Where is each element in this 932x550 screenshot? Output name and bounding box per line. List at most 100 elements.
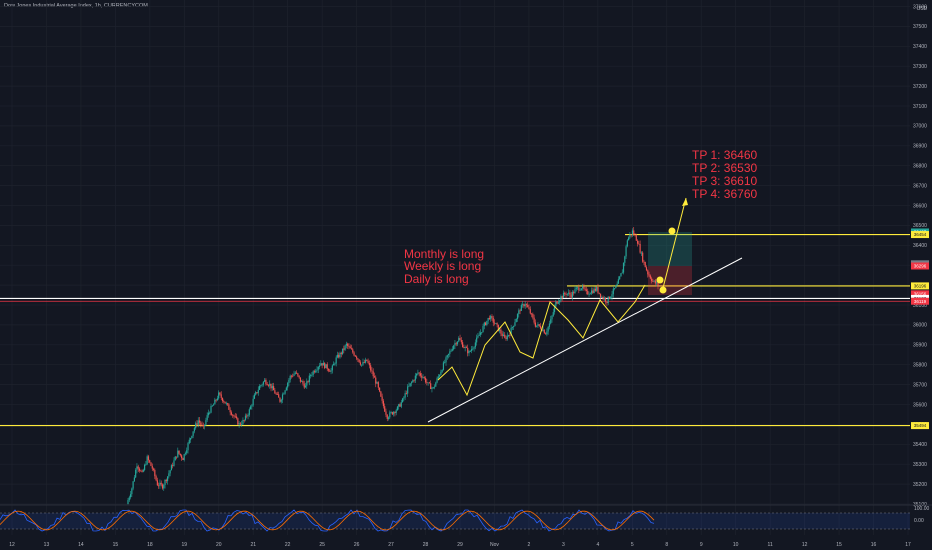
candle-body <box>491 316 493 318</box>
candle-body <box>565 294 567 295</box>
candle-body <box>599 293 602 298</box>
candle-body <box>482 326 484 332</box>
candle-body <box>368 363 370 366</box>
stoch-level-label: 0.00 <box>914 518 924 524</box>
candle-body <box>647 270 649 275</box>
x-tick-label: 22 <box>285 542 291 548</box>
candle-body <box>621 272 623 274</box>
candle-body <box>274 390 276 394</box>
x-tick-label: 19 <box>182 542 188 548</box>
candle-body <box>341 348 344 355</box>
candle-body <box>403 397 405 399</box>
candle-body <box>307 381 309 383</box>
y-tick-label: 35200 <box>913 482 927 488</box>
candle-body <box>633 230 635 235</box>
candle-body <box>149 460 151 463</box>
candle-body <box>303 383 305 388</box>
candle-body <box>179 453 181 456</box>
candle-body <box>247 414 249 417</box>
candle-body <box>246 415 248 417</box>
candle-body <box>311 374 313 376</box>
candle-body <box>654 280 657 284</box>
candle-body <box>656 282 658 284</box>
candle-body <box>345 343 347 346</box>
candle-body <box>201 424 203 426</box>
candle-body <box>573 292 575 294</box>
candle-body <box>301 380 303 382</box>
candle-body <box>227 403 229 405</box>
candle-body <box>431 387 433 390</box>
candle-body <box>564 292 566 295</box>
x-tick-label: 11 <box>768 542 773 548</box>
candle-body <box>399 404 401 407</box>
candle-body <box>634 234 636 236</box>
candle-body <box>359 362 362 365</box>
candle-body <box>515 318 517 323</box>
candle-body <box>281 394 284 400</box>
candle-body <box>481 331 483 333</box>
candle-body <box>310 375 312 376</box>
candle-body <box>292 375 294 377</box>
candle-body <box>188 439 190 444</box>
candle-body <box>352 349 354 353</box>
time-axis[interactable]: 12 13 14 15 18 19 20 21 22 25 26 27 28 29 Nov 2 3 4 5 8 9 10 1… <box>9 542 911 548</box>
candle-body <box>524 304 526 307</box>
candle-body <box>371 370 373 372</box>
candle-body <box>255 392 257 395</box>
candle-body <box>611 294 613 297</box>
candle-body <box>361 364 363 366</box>
candle-body <box>408 385 410 387</box>
candle-body <box>358 359 360 363</box>
candle-body <box>145 464 147 466</box>
candle-body <box>493 322 496 324</box>
candle-body <box>142 469 144 472</box>
candle-body <box>608 296 611 299</box>
candle-body <box>651 278 653 282</box>
candle-body <box>367 360 369 364</box>
candle-body <box>534 322 536 327</box>
candle-body <box>536 325 538 327</box>
x-tick-label: 15 <box>113 542 119 548</box>
x-tick-label: 3 <box>562 542 565 548</box>
candle-body <box>136 466 138 470</box>
candle-body <box>559 300 561 303</box>
candle-body <box>409 383 411 386</box>
x-tick-label: 25 <box>319 542 325 548</box>
candle-body <box>381 396 383 401</box>
x-tick-label: 28 <box>423 542 429 548</box>
y-tick-label: 35600 <box>913 402 927 408</box>
candle-body <box>219 392 221 395</box>
candle-body <box>412 380 414 383</box>
candle-body <box>592 290 594 293</box>
price-axis[interactable]: 3510035200353003540035500356003570035800… <box>910 0 932 550</box>
y-tick-label: 36500 <box>913 223 927 229</box>
candle-body <box>519 310 521 312</box>
candle-body <box>362 362 364 365</box>
candle-body <box>587 290 589 295</box>
candle-body <box>338 354 340 358</box>
candle-body <box>417 372 419 374</box>
candle-body <box>378 387 381 392</box>
candle-body <box>460 340 462 343</box>
candle-body <box>414 375 416 381</box>
candle-body <box>625 246 627 257</box>
candle-body <box>128 497 130 501</box>
candle-body <box>635 235 637 241</box>
candle-body <box>156 480 158 486</box>
candle-body <box>424 378 427 383</box>
price-tag-bg <box>911 282 929 290</box>
candle-body <box>497 324 499 331</box>
candle-body <box>334 363 336 365</box>
x-tick-label: 14 <box>78 542 84 548</box>
candle-body <box>183 454 185 461</box>
price-tag-bg <box>911 262 929 270</box>
candle-body <box>363 362 365 363</box>
stochastic-pane: 100.00 0.00 <box>0 504 932 532</box>
candle-body <box>419 373 422 376</box>
candle-body <box>210 406 212 413</box>
candle-body <box>510 327 512 336</box>
y-tick-label: 35300 <box>913 462 927 468</box>
candle-body <box>336 354 339 358</box>
candle-body <box>597 287 599 293</box>
